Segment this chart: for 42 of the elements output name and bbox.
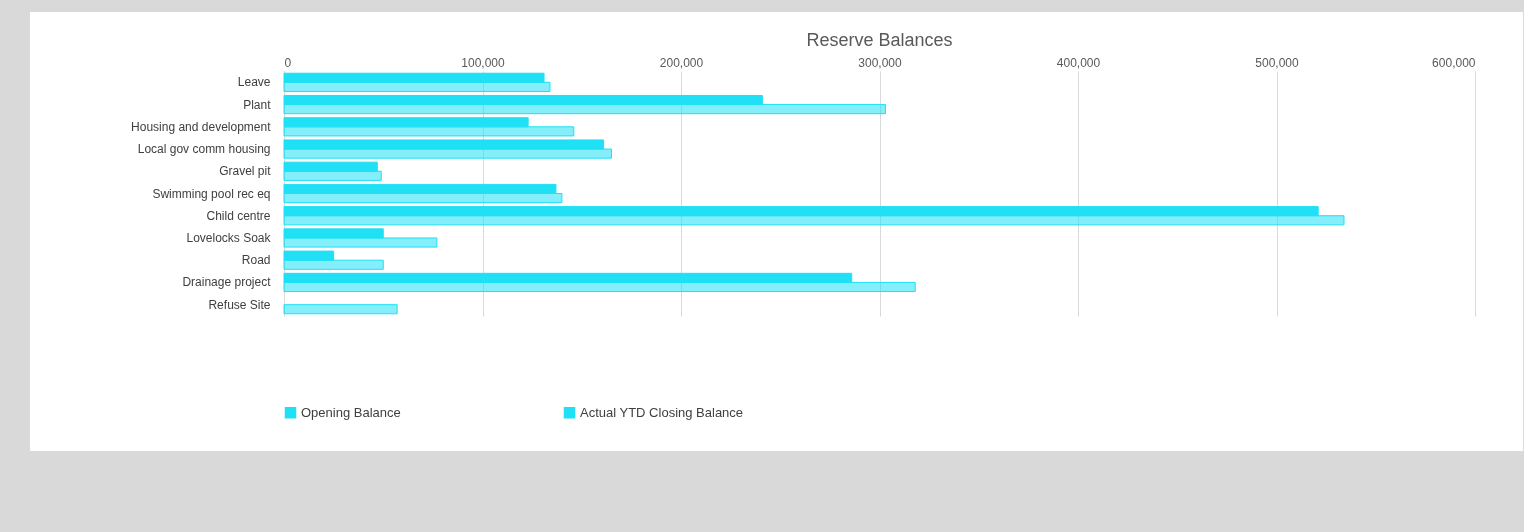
legend-label: Actual YTD Closing Balance — [580, 404, 744, 420]
bar — [283, 81, 551, 92]
bar — [283, 161, 378, 172]
x-tick-label: 200,000 — [659, 55, 704, 70]
bar — [283, 126, 575, 137]
x-tick-label: 400,000 — [1056, 55, 1101, 70]
y-tick-label: Lovelocks Soak — [186, 230, 272, 245]
bar — [283, 259, 384, 270]
y-tick-label: Local gov comm housing — [137, 142, 271, 157]
y-tick-label: Road — [241, 253, 271, 268]
bar — [283, 272, 853, 283]
y-tick-label: Swimming pool rec eq — [152, 186, 271, 201]
bar — [283, 139, 605, 150]
x-tick-label: 600,000 — [1432, 55, 1476, 70]
bar — [283, 215, 1345, 226]
legend-label: Opening Balance — [301, 404, 401, 420]
bar — [283, 193, 563, 204]
bar — [283, 183, 557, 194]
bar — [283, 237, 438, 248]
bar — [283, 250, 335, 261]
bar — [283, 228, 384, 239]
bar — [283, 206, 1319, 217]
chart-title: Reserve Balances — [806, 30, 953, 50]
x-tick-label: 100,000 — [461, 55, 506, 70]
y-tick-label: Drainage project — [182, 275, 272, 290]
bar — [283, 104, 886, 115]
bar — [283, 72, 545, 83]
bar — [283, 304, 398, 315]
x-tick-label: 300,000 — [858, 55, 903, 70]
bar — [283, 281, 916, 293]
bar — [283, 170, 382, 181]
x-tick-label: 0 — [284, 55, 292, 70]
y-tick-label: Housing and development — [131, 119, 272, 134]
x-tick-label: 500,000 — [1255, 55, 1300, 70]
bar — [283, 117, 529, 128]
bar — [283, 148, 613, 159]
y-tick-label: Child centre — [206, 208, 271, 223]
bar — [283, 94, 763, 106]
y-tick-label: Gravel pit — [219, 164, 272, 179]
y-tick-label: Leave — [237, 75, 271, 90]
y-tick-label: Refuse Site — [208, 297, 271, 312]
y-tick-label: Plant — [243, 97, 272, 112]
